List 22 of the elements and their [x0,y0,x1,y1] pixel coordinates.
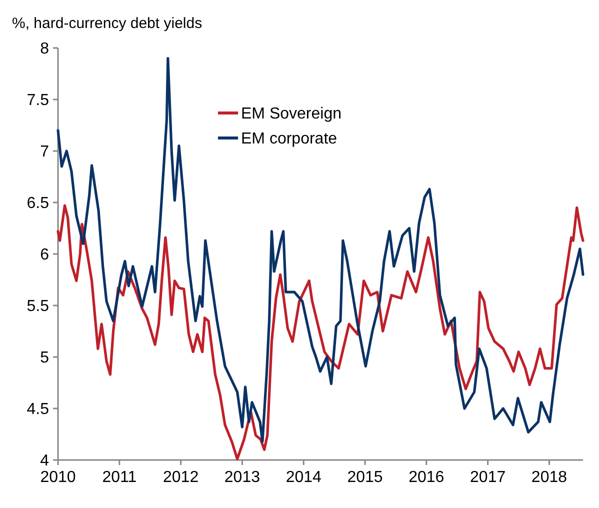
chart-subtitle: %, hard-currency debt yields [12,15,202,32]
y-tick-label: 6.5 [26,195,50,212]
line-series [56,57,584,443]
x-tick-label: 2015 [347,469,383,486]
legend-label: EM corporate [241,130,338,148]
x-tick-label: 2016 [408,469,444,486]
y-tick-label: 4.5 [26,401,50,418]
y-tick-label: 8 [40,40,50,58]
x-tick-label: 2017 [470,469,506,486]
y-tick-label: 7.5 [26,92,50,110]
x-tick-label: 2010 [40,469,76,486]
legend-label: EM Sovereign [241,106,342,123]
y-tick-label: 6 [40,246,50,264]
y-tick-label: 7 [40,144,50,161]
y-tick-label: 4 [40,452,50,470]
y-tick-label: 5.5 [26,298,50,316]
y-tick-label: 5 [40,350,50,367]
x-tick-label: 2014 [286,469,322,486]
x-tick-label: 2011 [102,469,137,486]
x-tick-label: 2018 [531,469,568,486]
x-tick-label: 2013 [224,469,260,486]
x-tick-label: 2012 [163,469,199,486]
